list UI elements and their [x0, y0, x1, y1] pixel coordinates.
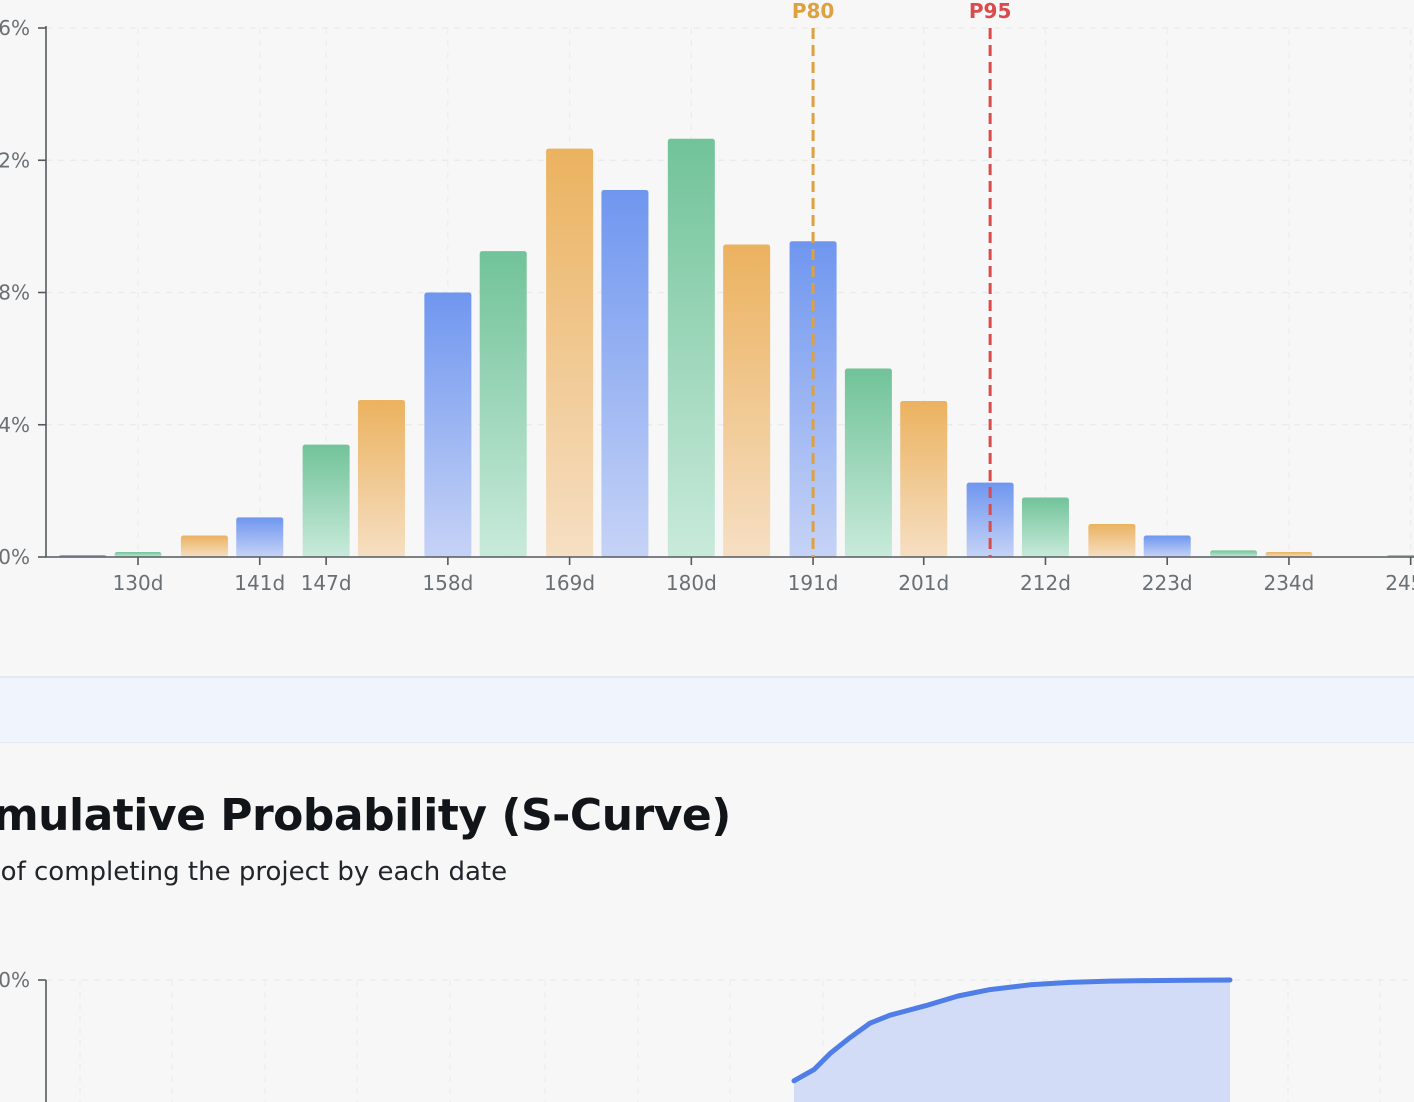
histogram-bar [479, 251, 527, 557]
histogram-bar [1021, 497, 1069, 557]
y-tick-label: 4% [0, 413, 30, 437]
histogram-bar [546, 148, 594, 557]
y-tick-label: 8% [0, 281, 30, 305]
scurve-subtitle: od of completing the project by each dat… [0, 857, 508, 887]
histogram-bar [302, 444, 350, 557]
x-tick-label: 180d [666, 571, 717, 595]
histogram-bar [601, 190, 649, 557]
x-tick-label: 201d [898, 571, 949, 595]
x-tick-label: 141d [234, 571, 285, 595]
s-curve-area [794, 980, 1230, 1102]
histogram-bar [424, 292, 472, 557]
scurve-title: umulative Probability (S-Curve) [0, 790, 731, 841]
histogram-bar [1143, 535, 1191, 557]
histogram-bar [1265, 552, 1313, 557]
histogram-bar [114, 552, 162, 557]
histogram-bar [180, 535, 228, 557]
histogram-bar [723, 244, 771, 557]
histogram-bar [966, 482, 1014, 557]
histogram-axes: 0% 4% 8% 12% 16% 130d 141d 147d 158d 169d 180d 191d… [0, 16, 1414, 595]
y-tick-label: 12% [0, 148, 30, 172]
histogram-bar [900, 400, 948, 557]
histogram-bar [1210, 550, 1258, 557]
x-tick-label: 169d [544, 571, 595, 595]
histogram-grid [46, 27, 1414, 557]
x-tick-label: 234d [1263, 571, 1314, 595]
x-tick-label: 191d [788, 571, 839, 595]
y-tick-label: 16% [0, 16, 30, 40]
s-curve-line [791, 977, 1233, 1084]
histogram-bar [667, 138, 715, 557]
histogram-bar [236, 517, 284, 557]
x-tick-label: 212d [1020, 571, 1071, 595]
x-tick-label: 245d [1385, 571, 1414, 595]
histogram-bars [59, 138, 1414, 558]
s-curve-chart: 0% [0, 968, 1414, 1102]
percentile-marker-label: P95 [969, 0, 1012, 23]
percentile-marker-label: P80 [792, 0, 835, 23]
histogram-bar [789, 241, 837, 558]
section-divider-band [0, 676, 1414, 743]
sc-y-tick-label: 0% [0, 968, 30, 992]
distribution-histogram: 0% 4% 8% 12% 16% 130d 141d 147d 158d 169d 180d 191d… [0, 0, 1414, 595]
x-tick-label: 130d [113, 571, 164, 595]
histogram-bar [844, 368, 892, 557]
x-tick-label: 147d [301, 571, 352, 595]
percentile-markers: P80 P95 [792, 0, 1012, 557]
y-tick-label: 0% [0, 545, 30, 569]
x-tick-label: 158d [422, 571, 473, 595]
x-tick-label: 223d [1142, 571, 1193, 595]
histogram-bar [1088, 523, 1136, 557]
s-curve-axes: 0% [0, 968, 47, 1102]
histogram-bar [357, 399, 405, 557]
